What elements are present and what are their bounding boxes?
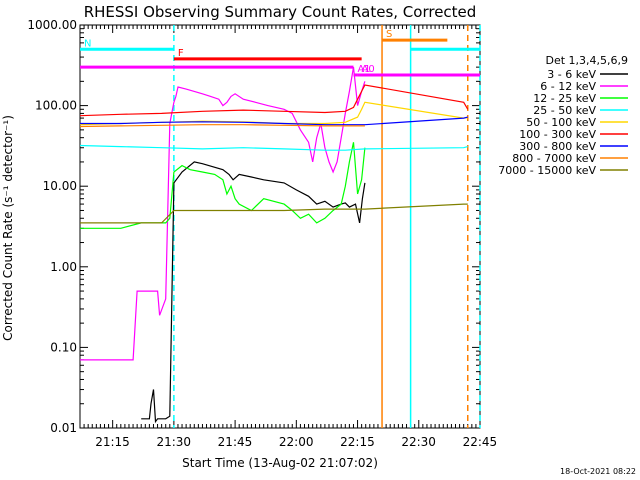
legend-label: 3 - 6 keV xyxy=(547,68,596,81)
plot-area: 0.01 0.10 1.00 10.00 100.00 1000.00 21:15 21:30… xyxy=(27,18,497,449)
legend-label: 12 - 25 keV xyxy=(533,92,596,105)
legend-label: 7000 - 15000 keV xyxy=(498,164,596,177)
legend-title: Det 1,3,4,5,6,9 xyxy=(545,54,628,67)
y-tick-label: 0.10 xyxy=(50,340,77,354)
x-tick-label: 21:15 xyxy=(95,435,130,449)
y-tick-label: 1.00 xyxy=(50,260,77,274)
series-line xyxy=(80,67,366,361)
series-line xyxy=(80,116,468,126)
legend-label: 300 - 800 keV xyxy=(519,140,596,153)
annotation-label: A1 xyxy=(357,64,370,75)
annotation-label: S xyxy=(386,29,392,40)
series-line xyxy=(141,161,366,424)
y-axis-label: Corrected Count Rate (s⁻¹ detector⁻¹) xyxy=(1,115,15,341)
legend-label: 6 - 12 keV xyxy=(540,80,596,93)
x-tick-label: 22:45 xyxy=(463,435,498,449)
x-tick-label: 22:00 xyxy=(279,435,314,449)
x-tick-label: 22:30 xyxy=(401,435,436,449)
x-tick-label: 21:30 xyxy=(156,435,191,449)
legend-label: 100 - 300 keV xyxy=(519,128,596,141)
annotation-label: N xyxy=(84,38,91,49)
x-axis-label: Start Time (13-Aug-02 21:07:02) xyxy=(182,456,378,470)
series-line xyxy=(80,203,468,224)
legend-label: 800 - 7000 keV xyxy=(512,152,596,165)
legend-label: 25 - 50 keV xyxy=(533,104,596,117)
legend-label: 50 - 100 keV xyxy=(526,116,596,129)
chart-title: RHESSI Observing Summary Count Rates, Co… xyxy=(84,3,477,21)
x-tick-label: 22:15 xyxy=(340,435,375,449)
annotation-label: F xyxy=(178,48,184,59)
annotation-label: A0 xyxy=(362,64,375,75)
y-tick-label: 0.01 xyxy=(50,421,77,435)
timestamp: 18-Oct-2021 08:22 xyxy=(560,467,636,476)
plot-frame xyxy=(79,24,481,429)
series-line xyxy=(79,84,469,117)
x-tick-label: 21:45 xyxy=(218,435,253,449)
series-line xyxy=(80,142,366,229)
y-tick-label: 10.00 xyxy=(43,179,77,193)
series-line xyxy=(79,144,468,151)
y-tick-label: 100.00 xyxy=(35,99,77,113)
series-line xyxy=(79,124,365,128)
y-tick-label: 1000.00 xyxy=(27,18,77,32)
